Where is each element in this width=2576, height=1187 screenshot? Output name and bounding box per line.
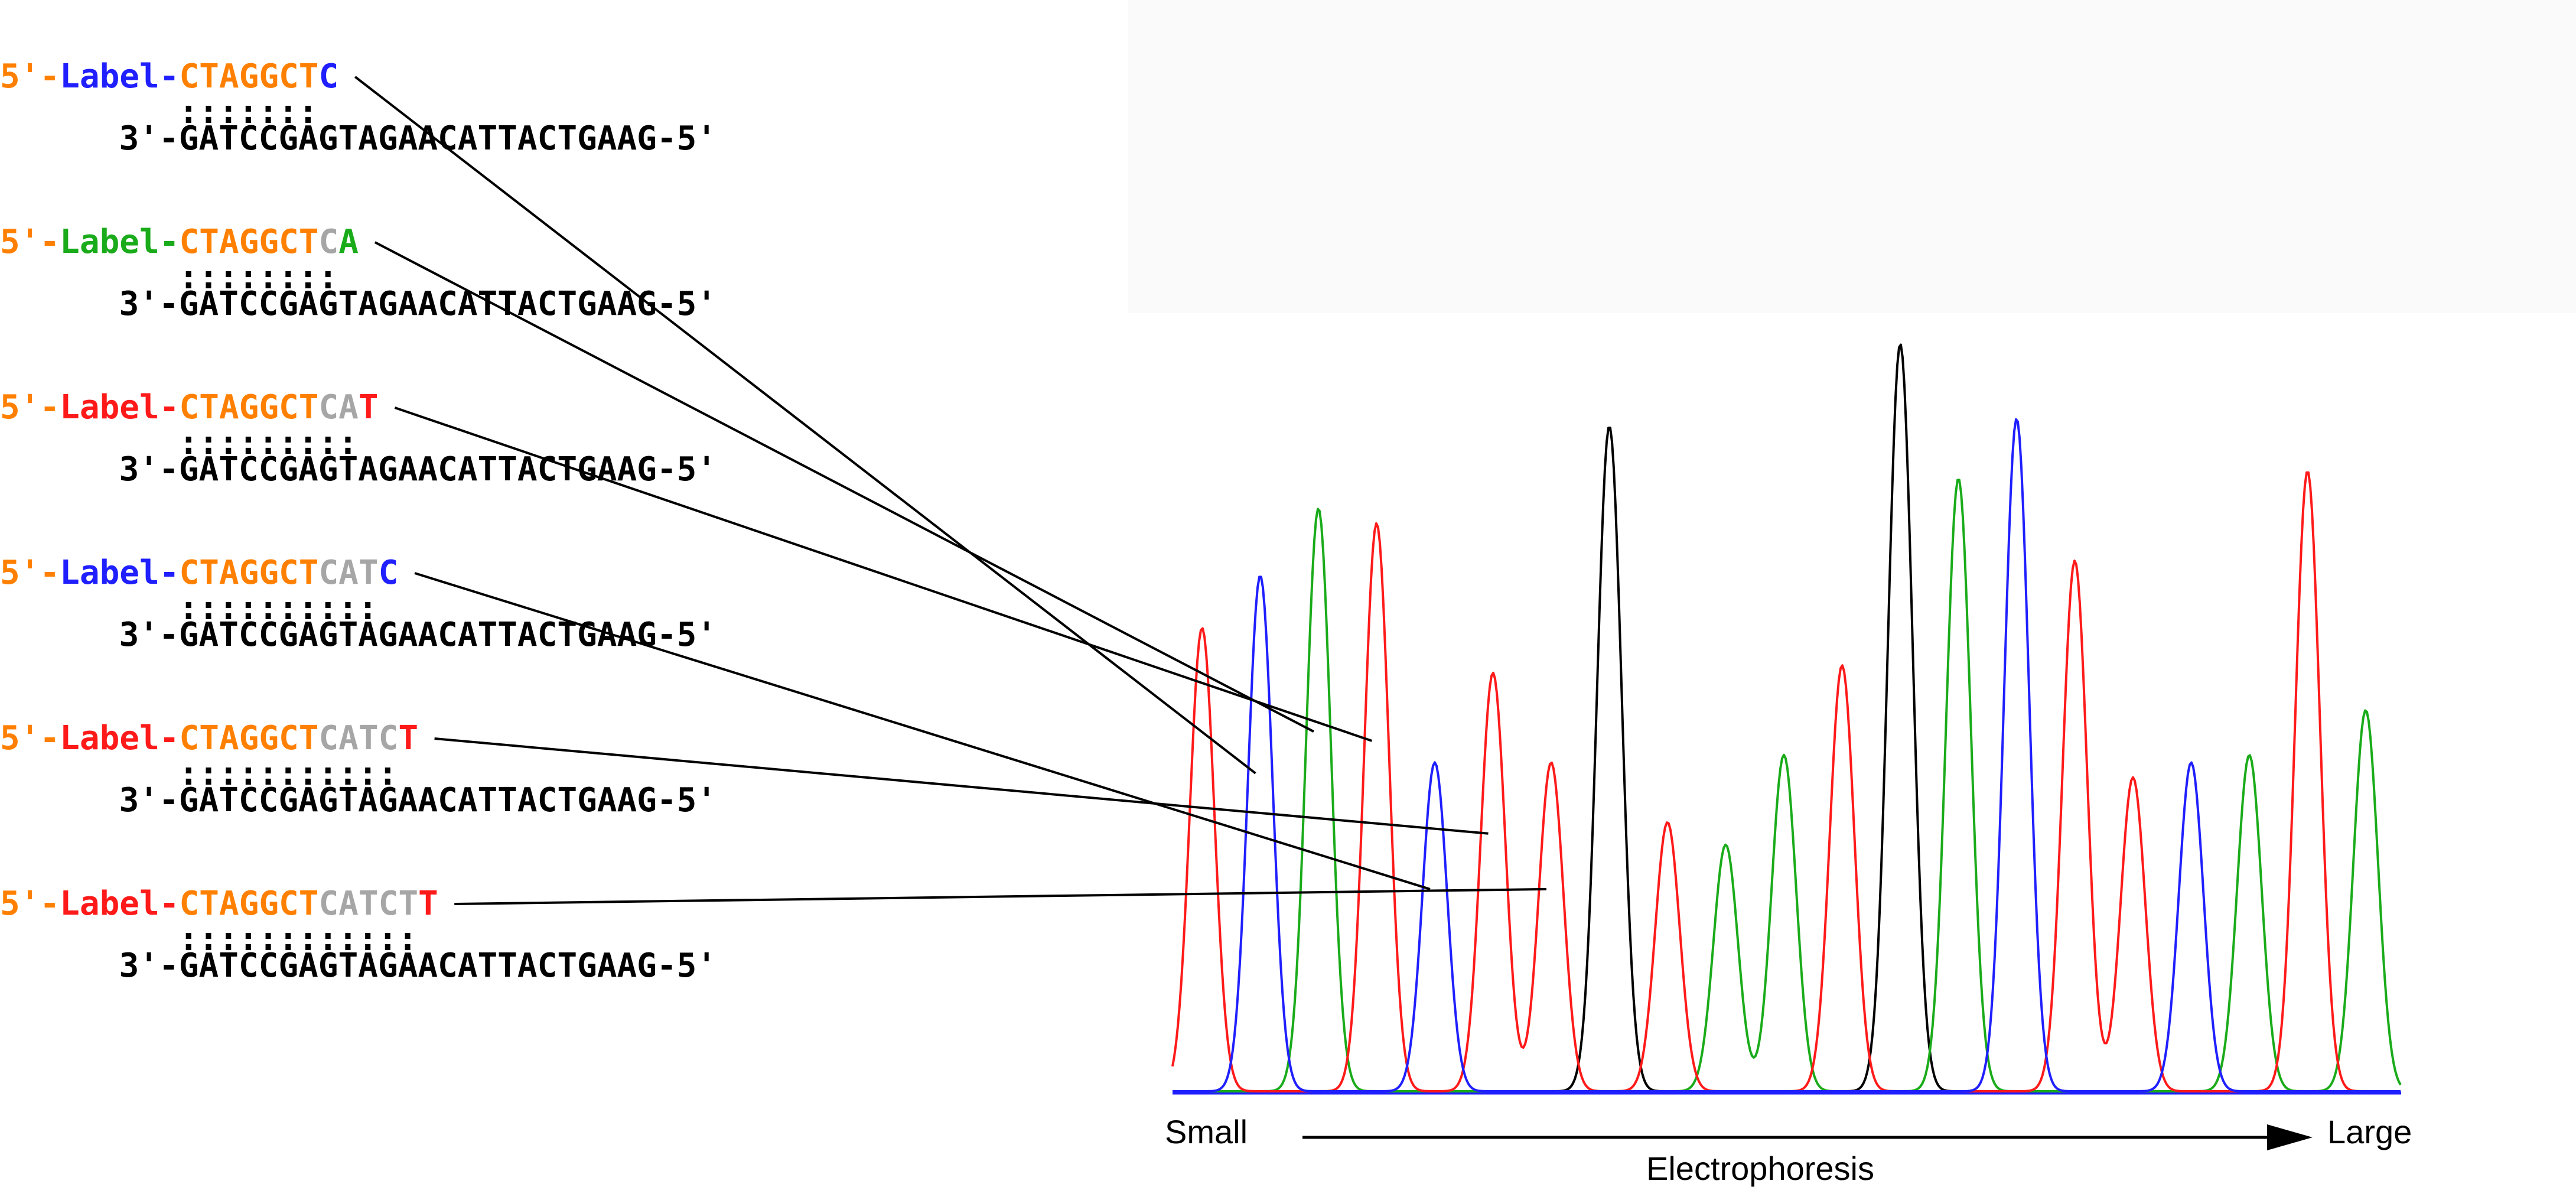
- axis-caption-electrophoresis: Electrophoresis: [1646, 1150, 1874, 1187]
- product-dash: -: [159, 554, 180, 592]
- base-pair-bonds: :::::::::: [178, 424, 357, 462]
- base-pair-bonds: ::::::::::::: [178, 920, 418, 958]
- product-prefix: 5'-: [0, 884, 60, 923]
- trace-T: [1171, 471, 2401, 1092]
- trace-G: [1173, 343, 2401, 1092]
- base-pair-bonds: :::::::: [178, 93, 318, 131]
- product-prefix: 5'-: [0, 554, 60, 592]
- product-terminal: T: [359, 388, 379, 427]
- fragment-5: 5'-Label-CTAGGCTCATCT:::::::::::3'-GATCC…: [0, 719, 717, 819]
- product-dash: -: [159, 57, 180, 96]
- trace-C: [1173, 418, 2401, 1092]
- product-label: Label: [60, 554, 159, 592]
- product-dash: -: [159, 223, 180, 261]
- product-terminal: T: [398, 719, 418, 757]
- extension-product-line: 5'-Label-CTAGGCTCAT: [0, 388, 379, 427]
- base-pair-bonds: ::::::::::: [178, 589, 377, 627]
- peak-1-T: [1202, 629, 1203, 630]
- axis-label-large: Large: [2327, 1113, 2412, 1150]
- product-prefix: 5'-: [0, 223, 60, 261]
- axis-label-small: Small: [1165, 1113, 1248, 1150]
- template-strand: 3'-GATCCGAGTAGAACATTACTGAAG-5': [119, 119, 717, 158]
- connector-2: [374, 241, 1314, 733]
- product-terminal: C: [318, 57, 338, 96]
- connector-3: [394, 406, 1373, 742]
- product-extended: CA: [318, 388, 358, 427]
- product-label: Label: [60, 719, 159, 757]
- product-primer: CTAGGCT: [179, 884, 318, 923]
- product-extended: CAT: [318, 554, 378, 592]
- extension-product-line: 5'-Label-CTAGGCTC: [0, 57, 338, 96]
- product-primer: CTAGGCT: [179, 57, 318, 96]
- extension-product-line: 5'-Label-CTAGGCTCATCTT: [0, 884, 438, 923]
- peak-7-T: [1551, 764, 1552, 765]
- fragment-4: 5'-Label-CTAGGCTCATC::::::::::3'-GATCCGA…: [0, 554, 717, 654]
- peak-19-A: [2249, 756, 2250, 757]
- trace-A: [1173, 479, 2402, 1092]
- product-label: Label: [60, 884, 159, 923]
- base-pair-bonds: ::::::::: [178, 258, 338, 297]
- connector-4: [414, 572, 1431, 890]
- base-pair-bonds: :::::::::::: [178, 755, 398, 793]
- fragment-1: 5'-Label-CTAGGCTC:::::::3'-GATCCGAGTAGAA…: [0, 57, 717, 158]
- product-dash: -: [159, 388, 180, 427]
- template-strand: 3'-GATCCGAGTAGAACATTACTGAAG-5': [119, 616, 717, 654]
- extension-product-line: 5'-Label-CTAGGCTCA: [0, 223, 359, 261]
- product-extended: CATC: [318, 719, 398, 757]
- product-primer: CTAGGCT: [179, 719, 318, 757]
- electrophoresis-axis: Small Large Electrophoresis: [1165, 1113, 2412, 1187]
- template-strand: 3'-GATCCGAGTAGAACATTACTGAAG-5': [119, 285, 717, 323]
- extension-product-line: 5'-Label-CTAGGCTCATC: [0, 554, 398, 592]
- product-prefix: 5'-: [0, 388, 60, 427]
- fragment-3: 5'-Label-CTAGGCTCAT:::::::::3'-GATCCGAGT…: [0, 388, 717, 489]
- product-extended: CATCT: [318, 884, 418, 923]
- product-terminal: T: [418, 884, 438, 923]
- product-prefix: 5'-: [0, 719, 60, 757]
- chromatogram-backdrop-panel: [1128, 0, 2576, 313]
- fragment-peak-connectors: [354, 76, 1547, 905]
- fragment-2: 5'-Label-CTAGGCTCA::::::::3'-GATCCGAGTAG…: [0, 223, 717, 323]
- connector-6: [454, 887, 1547, 905]
- fragment-6: 5'-Label-CTAGGCTCATCTT::::::::::::3'-GAT…: [0, 884, 717, 985]
- product-label: Label: [60, 388, 159, 427]
- connector-1: [354, 76, 1256, 775]
- product-label: Label: [60, 223, 159, 261]
- fragment-list: 5'-Label-CTAGGCTC:::::::3'-GATCCGAGTAGAA…: [0, 57, 717, 985]
- product-dash: -: [159, 719, 180, 757]
- product-primer: CTAGGCT: [179, 554, 318, 592]
- template-strand: 3'-GATCCGAGTAGAACATTACTGAAG-5': [119, 947, 717, 985]
- product-dash: -: [159, 884, 180, 923]
- electrophoresis-arrow-head: [2267, 1124, 2313, 1150]
- connector-5: [434, 737, 1489, 835]
- template-strand: 3'-GATCCGAGTAGAACATTACTGAAG-5': [119, 450, 717, 489]
- product-primer: CTAGGCT: [179, 223, 318, 261]
- product-prefix: 5'-: [0, 57, 60, 96]
- peak-2-C: [1260, 577, 1261, 578]
- template-strand: 3'-GATCCGAGTAGAACATTACTGAAG-5': [119, 781, 717, 819]
- product-primer: CTAGGCT: [179, 388, 318, 427]
- product-extended: C: [318, 223, 338, 261]
- product-terminal: C: [379, 554, 399, 592]
- peak-10-A: [1725, 846, 1726, 847]
- product-terminal: A: [338, 223, 359, 261]
- extension-product-line: 5'-Label-CTAGGCTCATCT: [0, 719, 418, 757]
- product-label: Label: [60, 57, 159, 96]
- chromatogram: [1171, 343, 2402, 1095]
